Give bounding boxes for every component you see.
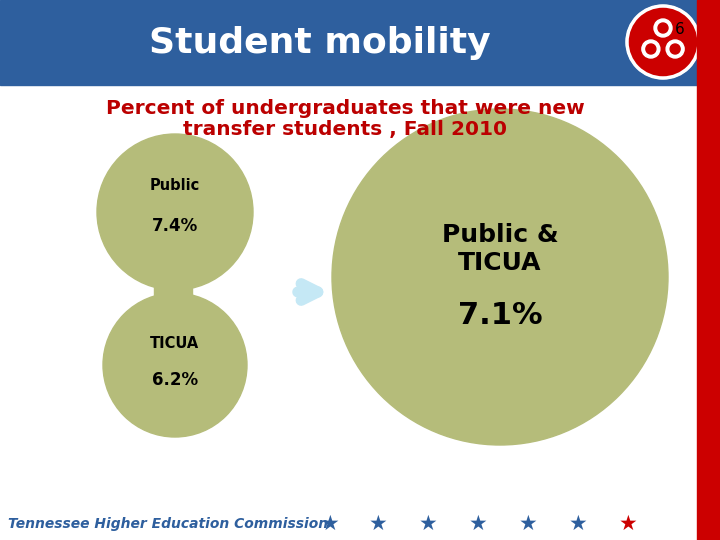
Text: ★: ★ — [518, 514, 537, 534]
Circle shape — [623, 2, 703, 82]
Text: TICUA: TICUA — [150, 335, 199, 350]
Text: ★: ★ — [369, 514, 387, 534]
Text: transfer students , Fall 2010: transfer students , Fall 2010 — [183, 120, 507, 139]
Text: ★: ★ — [469, 514, 487, 534]
Circle shape — [642, 40, 660, 58]
Circle shape — [658, 23, 668, 33]
Text: 7.1%: 7.1% — [458, 300, 542, 329]
Circle shape — [654, 19, 672, 37]
Text: Public: Public — [150, 179, 200, 193]
Text: ★: ★ — [618, 514, 637, 534]
Text: ★: ★ — [418, 514, 437, 534]
Circle shape — [646, 44, 656, 54]
Text: 7.4%: 7.4% — [152, 217, 198, 235]
Text: Student mobility: Student mobility — [149, 25, 491, 59]
Circle shape — [627, 6, 699, 78]
Text: TICUA: TICUA — [458, 251, 541, 275]
Text: 6.2%: 6.2% — [152, 371, 198, 389]
Bar — [697, 0, 720, 540]
Bar — [0, 0, 697, 85]
Text: Tennessee Higher Education Commission: Tennessee Higher Education Commission — [8, 517, 328, 531]
Text: Percent of undergraduates that were new: Percent of undergraduates that were new — [106, 98, 585, 118]
Bar — [166, 273, 180, 311]
Text: 6: 6 — [675, 23, 685, 37]
Circle shape — [103, 293, 247, 437]
Circle shape — [97, 134, 253, 290]
Circle shape — [670, 44, 680, 54]
Circle shape — [332, 109, 668, 445]
Text: Public &: Public & — [441, 223, 558, 247]
Circle shape — [666, 40, 684, 58]
Text: ★: ★ — [569, 514, 588, 534]
Bar — [154, 285, 192, 299]
Text: ★: ★ — [320, 514, 339, 534]
